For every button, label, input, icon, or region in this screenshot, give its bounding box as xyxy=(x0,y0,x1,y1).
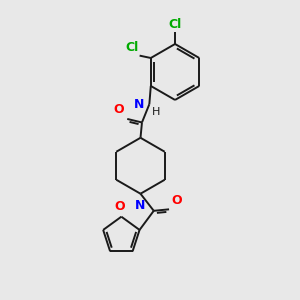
Text: O: O xyxy=(114,103,124,116)
Text: N: N xyxy=(134,98,145,111)
Text: Cl: Cl xyxy=(125,41,138,54)
Text: H: H xyxy=(152,106,160,117)
Text: N: N xyxy=(135,199,146,212)
Text: O: O xyxy=(115,200,125,213)
Text: Cl: Cl xyxy=(168,18,182,31)
Text: O: O xyxy=(171,194,182,207)
